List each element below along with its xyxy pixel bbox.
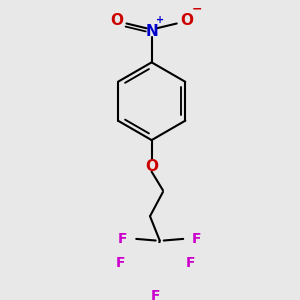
Text: F: F [186,256,195,270]
Text: O: O [145,158,158,173]
Text: F: F [192,232,202,246]
Text: F: F [118,232,127,246]
Text: N: N [145,24,158,39]
Text: O: O [180,13,193,28]
Text: F: F [151,289,160,300]
Text: F: F [116,256,126,270]
Text: O: O [110,13,123,28]
Text: +: + [157,15,165,25]
Text: −: − [192,2,202,15]
